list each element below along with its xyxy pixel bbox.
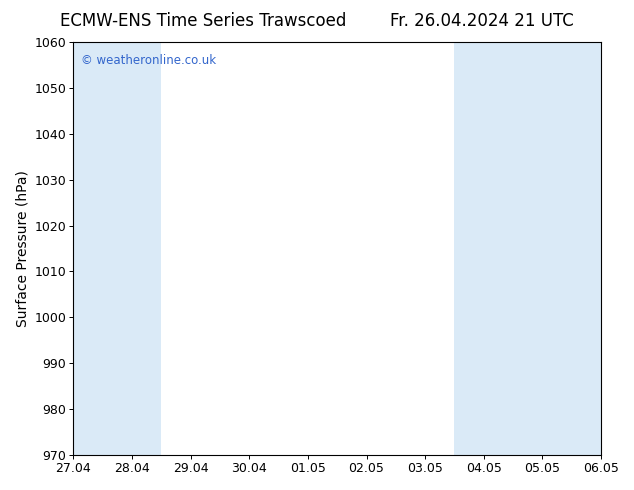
Text: © weatheronline.co.uk: © weatheronline.co.uk xyxy=(81,54,216,68)
Bar xyxy=(74,42,103,455)
Bar xyxy=(513,42,572,455)
Text: Fr. 26.04.2024 21 UTC: Fr. 26.04.2024 21 UTC xyxy=(390,12,574,30)
Bar xyxy=(103,42,161,455)
Bar xyxy=(455,42,513,455)
Text: ECMW-ENS Time Series Trawscoed: ECMW-ENS Time Series Trawscoed xyxy=(60,12,346,30)
Bar xyxy=(572,42,601,455)
Y-axis label: Surface Pressure (hPa): Surface Pressure (hPa) xyxy=(15,170,29,327)
